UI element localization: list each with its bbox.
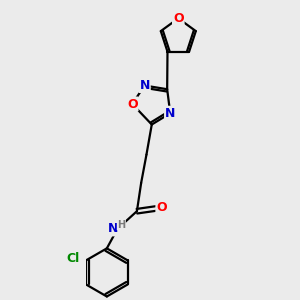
Text: Cl: Cl (66, 252, 79, 265)
Text: N: N (108, 222, 119, 236)
Text: O: O (127, 98, 138, 110)
Text: H: H (117, 220, 125, 230)
Text: O: O (173, 12, 184, 25)
Text: N: N (140, 79, 150, 92)
Text: O: O (156, 201, 167, 214)
Text: N: N (165, 107, 175, 120)
